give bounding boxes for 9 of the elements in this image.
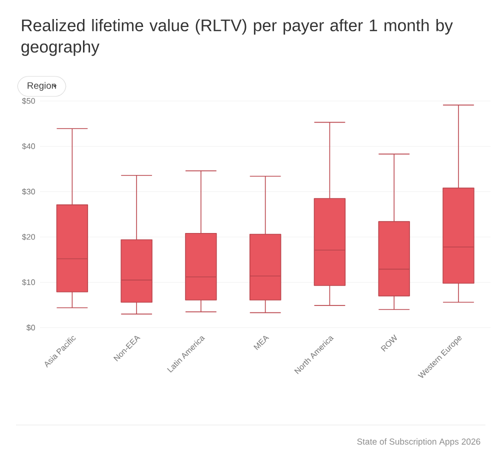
y-tick-label: $30: [22, 188, 35, 195]
text: State of Subscription Apps 2026: [357, 438, 480, 446]
text: Region: [28, 82, 56, 91]
y-tick-label: $40: [22, 143, 35, 150]
y-tick-label: $20: [22, 234, 35, 240]
chart-title: Realized lifetime value (RLTV) per payer after 1 month by geography: [21, 19, 453, 56]
y-tick-label: $50: [22, 98, 35, 104]
y-tick-label: $10: [22, 279, 35, 286]
y-tick-label: $0: [26, 324, 35, 331]
